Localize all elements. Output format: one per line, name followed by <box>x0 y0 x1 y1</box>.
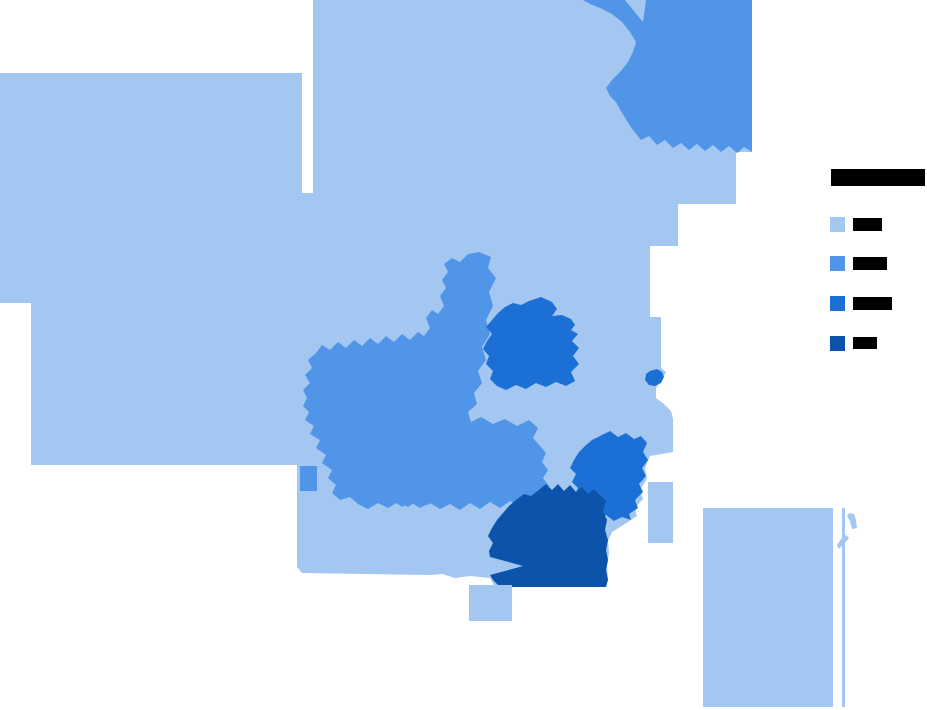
coastal-strip[interactable] <box>648 482 673 543</box>
region-south[interactable] <box>488 484 608 587</box>
region-central-south[interactable] <box>362 416 549 510</box>
sea-inset-border-line <box>842 508 845 707</box>
island-square[interactable] <box>469 585 512 621</box>
region-coastal-dot[interactable] <box>645 369 664 386</box>
sea-inset-box[interactable] <box>703 508 833 707</box>
region-mainland-base[interactable] <box>0 0 752 587</box>
inset-island-mark-1 <box>847 513 857 529</box>
region-small-square[interactable] <box>300 466 317 491</box>
inset-island-mark-2 <box>837 535 849 549</box>
region-central[interactable] <box>483 297 579 390</box>
region-northeast[interactable] <box>583 0 752 153</box>
